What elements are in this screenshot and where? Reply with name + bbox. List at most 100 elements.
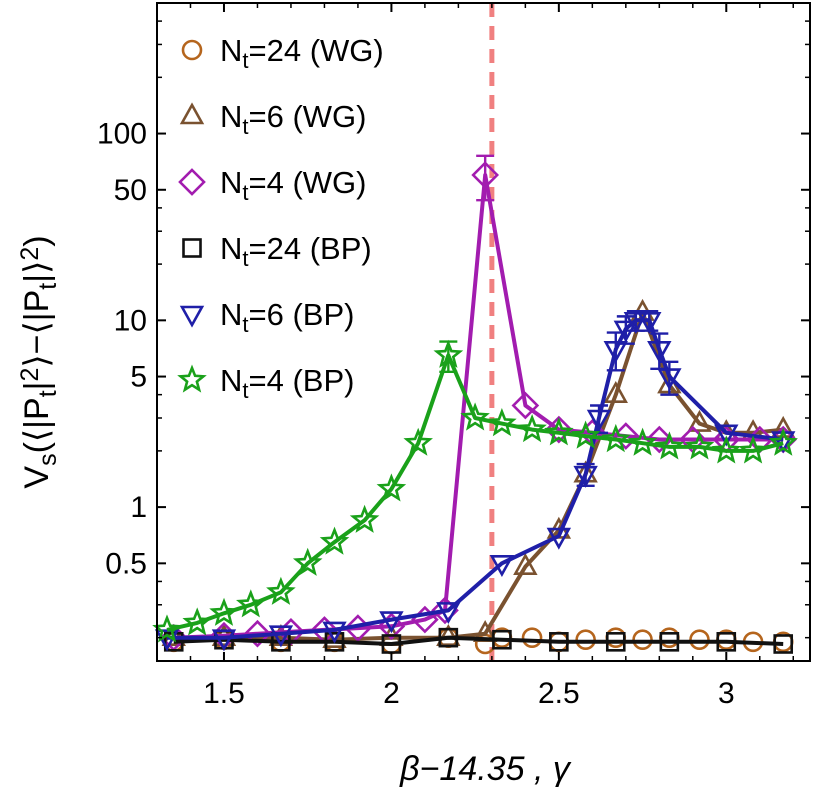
- data-point: [586, 409, 612, 432]
- data-point: [659, 627, 680, 648]
- series-n-t-4-wg-: [159, 154, 798, 652]
- data-point: [773, 634, 794, 654]
- y-axis-title-group: Vs(⟨|Pt|2⟩−⟨|Pt|⟩2): [16, 235, 62, 488]
- data-point: [601, 423, 631, 453]
- y-tick-label: 100: [97, 118, 147, 151]
- data-point: [603, 340, 628, 363]
- data-point: [654, 431, 685, 460]
- data-point: [349, 504, 380, 533]
- x-axis-ticks: 1.5 2 2.5 3: [189, 3, 795, 710]
- data-point: [570, 420, 601, 449]
- data-point: [268, 625, 294, 648]
- legend-marker: [179, 305, 205, 328]
- data-point: [659, 632, 680, 652]
- y-tick-label: 50: [114, 174, 147, 207]
- y-tick-label: 0.5: [105, 547, 147, 580]
- data-point: [243, 619, 272, 648]
- legend-marker: [181, 39, 203, 61]
- legend-label: Nt=6 (WG): [220, 99, 367, 139]
- data-point: [517, 414, 547, 443]
- data-point: [647, 340, 672, 363]
- legend-label: Nt=4 (WG): [220, 165, 367, 205]
- data-point: [605, 632, 626, 652]
- data-point: [236, 589, 266, 618]
- data-point: [521, 627, 543, 648]
- data-point: [549, 632, 569, 652]
- legend: Nt=24 (WG) Nt=6 (WG) Nt=4 (WG) Nt=24 (BP) Nt…: [177, 33, 384, 403]
- y-tick-label: 10: [114, 304, 147, 337]
- legend-label: Nt=24 (WG): [220, 33, 384, 73]
- data-point: [436, 602, 461, 625]
- y-tick-label: 5: [130, 361, 147, 394]
- data-point: [632, 629, 653, 651]
- legend-item: Nt=24 (WG): [181, 33, 384, 73]
- data-point: [182, 607, 213, 636]
- data-point: [152, 614, 182, 643]
- data-point: [211, 629, 237, 652]
- data-point: [546, 527, 572, 550]
- series-line: [173, 310, 784, 642]
- data-point: [513, 552, 538, 575]
- data-point: [209, 597, 239, 626]
- data-point: [487, 408, 517, 437]
- series-group: [152, 154, 798, 655]
- data-point: [322, 621, 347, 644]
- data-point: [613, 320, 639, 343]
- series-line: [166, 353, 784, 632]
- series-n-t-24-bp-: [163, 627, 794, 654]
- data-point: [460, 402, 490, 431]
- data-point: [627, 427, 658, 456]
- legend-item: Nt=4 (WG): [178, 165, 367, 205]
- legend-marker: [182, 238, 202, 258]
- legend-marker: [177, 364, 207, 393]
- data-point: [266, 576, 296, 605]
- data-point: [379, 611, 404, 634]
- y-axis-title: Vs(⟨|Pt|2⟩−⟨|Pt|⟩2): [16, 235, 62, 488]
- data-point: [645, 425, 674, 454]
- y-tick-label: 1: [130, 491, 147, 524]
- series-n-t-6-wg-: [161, 298, 796, 649]
- series-n-t-4-bp-: [152, 339, 798, 643]
- x-tick-label: 3: [718, 677, 735, 710]
- x-tick-label: 2: [383, 677, 400, 710]
- x-axis-title-group: β−14.35 , γ: [399, 750, 572, 788]
- data-point: [689, 629, 710, 651]
- legend-marker: [178, 168, 206, 196]
- data-point: [511, 391, 540, 420]
- data-point: [771, 415, 796, 438]
- plot-frame-group: [156, 2, 811, 662]
- x-axis-title: β−14.35 , γ: [399, 750, 572, 788]
- legend-label: Nt=4 (BP): [220, 363, 354, 403]
- data-point: [471, 161, 500, 189]
- data-point: [545, 415, 573, 444]
- legend-item: Nt=6 (BP): [179, 297, 354, 337]
- plot-frame: [156, 2, 811, 662]
- legend-item: Nt=24 (BP): [182, 231, 372, 271]
- data-point: [687, 409, 712, 432]
- data-point: [768, 427, 798, 456]
- data-point: [403, 427, 433, 456]
- data-point: [492, 629, 512, 650]
- x-tick-label: 2.5: [538, 677, 580, 710]
- data-point: [716, 632, 737, 652]
- legend-item: Nt=4 (BP): [177, 363, 354, 403]
- data-point: [684, 431, 715, 460]
- data-point: [376, 473, 407, 502]
- legend-marker: [179, 102, 205, 125]
- data-point: [436, 623, 461, 646]
- data-point: [714, 424, 739, 447]
- data-point: [603, 380, 628, 403]
- data-point: [623, 312, 649, 335]
- data-point: [738, 435, 768, 464]
- data-point: [292, 547, 323, 576]
- x-tick-label: 1.5: [203, 677, 245, 710]
- legend-label: Nt=24 (BP): [220, 231, 372, 271]
- data-point: [489, 555, 515, 578]
- data-point: [433, 339, 464, 368]
- data-point: [319, 526, 350, 555]
- legend-item: Nt=6 (WG): [179, 99, 367, 139]
- data-point: [438, 627, 459, 648]
- data-point: [575, 629, 596, 651]
- y-axis-ticks: 0.5 1 5 10 50 100: [97, 20, 810, 639]
